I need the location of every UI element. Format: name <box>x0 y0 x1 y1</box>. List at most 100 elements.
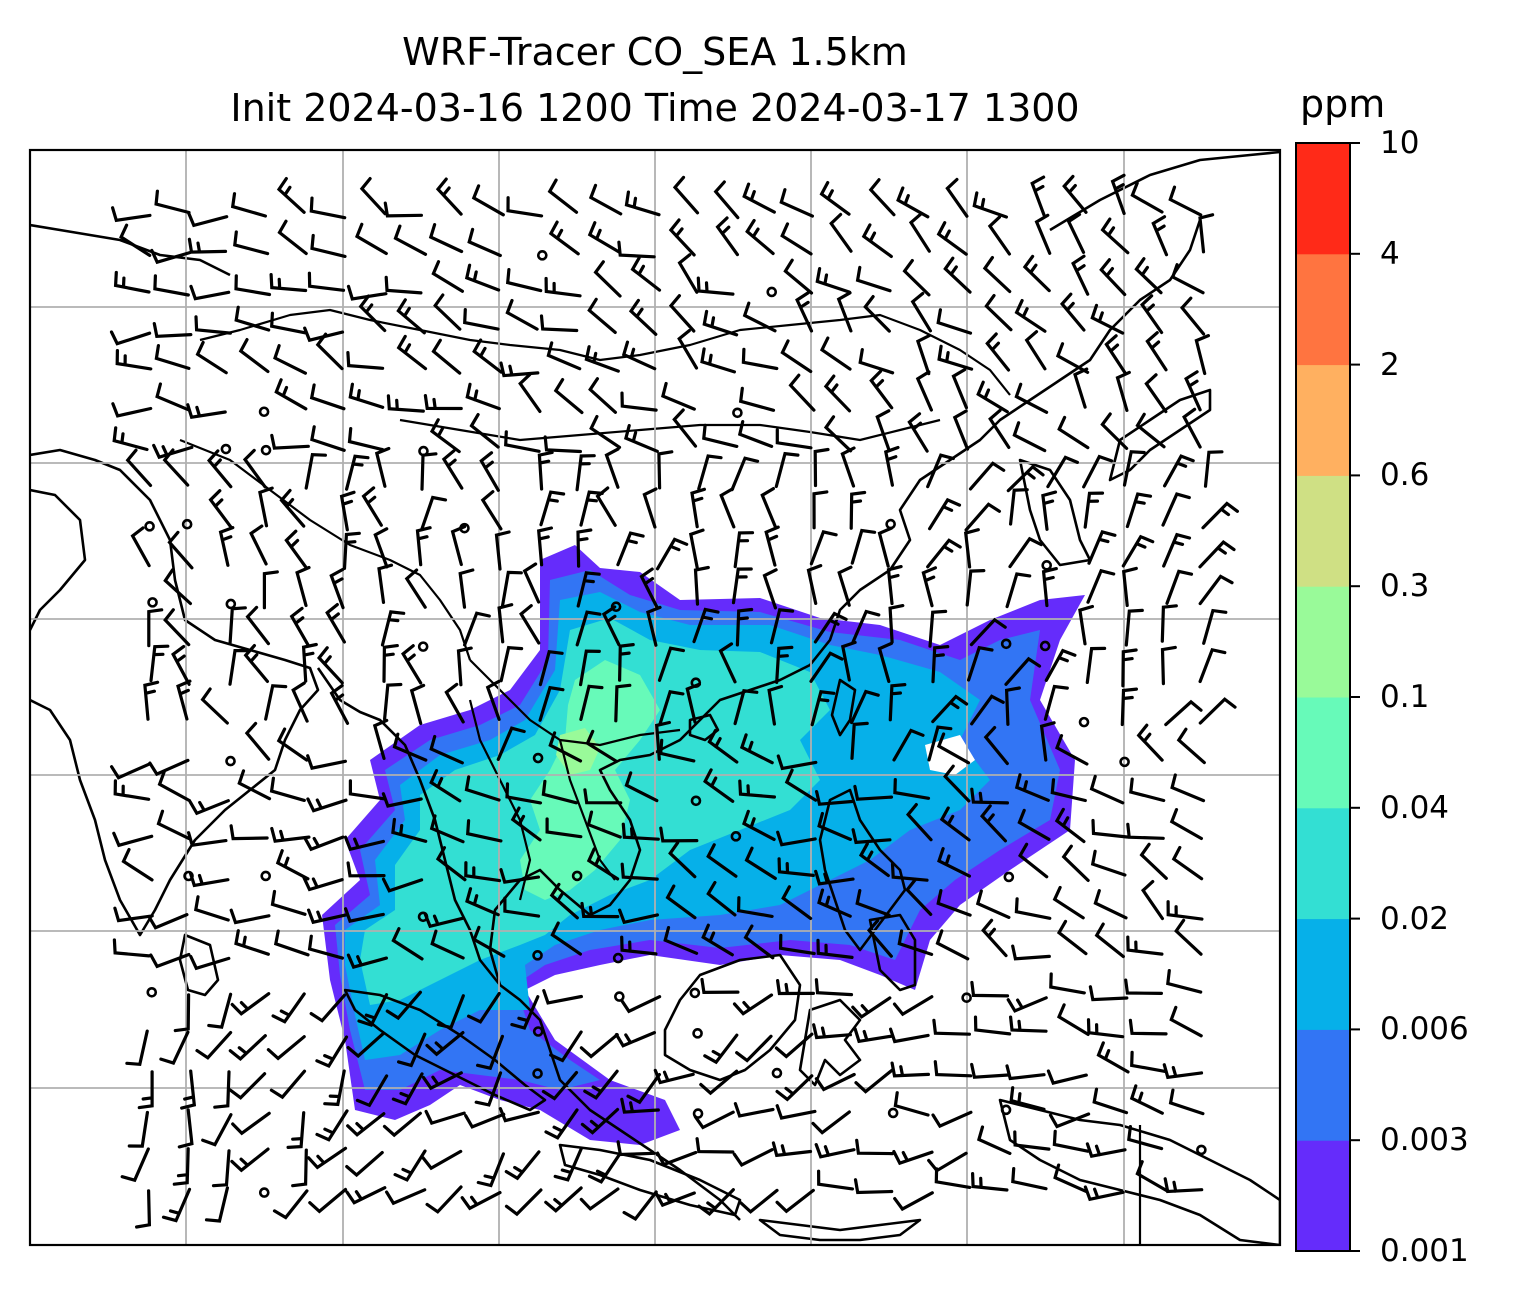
wind-barb <box>201 1113 233 1147</box>
wind-barb <box>1127 1125 1164 1151</box>
sulawesi-coast <box>798 998 862 1087</box>
wind-barb <box>346 953 388 970</box>
calm-wind-marker <box>258 406 270 418</box>
wind-barb <box>1134 257 1163 295</box>
wind-barb <box>244 721 271 761</box>
wind-barb <box>359 177 387 216</box>
wind-barb <box>575 610 602 647</box>
wind-barb <box>851 828 892 845</box>
wind-barb <box>383 201 423 218</box>
wind-barb <box>618 643 635 682</box>
wind-barb <box>401 644 423 685</box>
wind-barb <box>580 901 620 919</box>
colorbar-tick-label: 10 <box>1380 125 1420 161</box>
wind-barb <box>213 1070 231 1109</box>
wind-barb <box>229 908 271 925</box>
wind-barb <box>776 754 818 771</box>
sea-of-okhotsk-coast <box>1049 150 1280 232</box>
wind-barb <box>152 443 194 460</box>
wind-barb <box>155 382 191 412</box>
wind-barb <box>307 1146 348 1170</box>
wind-barb <box>504 430 541 453</box>
wind-barb <box>345 1186 387 1205</box>
wind-barb <box>381 792 423 808</box>
wind-barb <box>1169 1005 1203 1038</box>
wind-barb <box>866 919 893 958</box>
wind-barb <box>1198 697 1237 725</box>
wind-barb <box>892 1150 934 1166</box>
wind-barb <box>497 603 514 644</box>
wind-barb <box>425 1031 465 1057</box>
wind-barb <box>775 1074 814 1102</box>
wind-barb <box>433 293 462 331</box>
wind-barb <box>741 347 779 371</box>
wind-barb <box>385 1188 427 1206</box>
wind-barb <box>110 762 152 780</box>
wind-barb <box>542 989 583 1005</box>
wind-barb <box>273 344 307 375</box>
wind-barb <box>472 338 503 374</box>
wind-barb <box>137 1070 154 1110</box>
wind-barb <box>969 617 1007 647</box>
wind-barb <box>269 776 306 802</box>
wind-barb <box>663 926 699 955</box>
wind-barb <box>965 569 986 607</box>
wind-barb <box>1071 254 1090 296</box>
wind-barb <box>1044 648 1077 682</box>
wind-barb <box>393 224 428 256</box>
wind-barb <box>1163 1177 1204 1194</box>
wind-barb <box>228 1034 267 1062</box>
wind-barb <box>1100 217 1130 255</box>
wind-barb <box>939 806 971 842</box>
wind-barb <box>853 784 894 801</box>
persian-coast <box>30 488 87 631</box>
wind-barb <box>154 189 191 215</box>
wind-barb <box>393 1149 427 1182</box>
calm-wind-marker <box>692 1028 703 1039</box>
wind-barb <box>656 1150 698 1167</box>
wind-barb <box>346 861 386 878</box>
wind-barb <box>775 1104 817 1120</box>
wind-barb <box>228 1072 267 1100</box>
wind-barb <box>1048 1112 1091 1129</box>
wind-barb <box>814 978 854 997</box>
wind-barb <box>188 799 230 816</box>
wind-barb <box>194 315 232 335</box>
wind-barb <box>778 933 816 956</box>
wind-barb <box>587 1151 622 1184</box>
wind-barb <box>889 1027 930 1044</box>
calm-wind-marker <box>1078 716 1090 728</box>
wind-barb <box>391 927 424 961</box>
wind-barb <box>851 996 892 1019</box>
wind-barb <box>464 263 501 292</box>
wind-barb <box>548 220 580 256</box>
wind-barb <box>286 1111 306 1149</box>
wind-barb <box>211 1149 231 1188</box>
wind-barb <box>1011 1167 1048 1191</box>
wind-barb <box>541 1071 579 1101</box>
wind-barb <box>147 913 189 930</box>
wind-barb <box>264 684 288 721</box>
wind-barb <box>228 649 250 686</box>
wind-barb <box>693 565 710 606</box>
wind-barb <box>1162 1063 1204 1080</box>
wind-barb <box>441 449 464 490</box>
wind-barb <box>415 526 432 567</box>
wind-barb <box>262 570 279 610</box>
wind-barb <box>936 732 971 765</box>
wind-barb <box>907 412 929 453</box>
map-frame-content <box>30 150 1280 1245</box>
wind-barb <box>604 447 620 489</box>
wind-barb <box>429 814 465 844</box>
wind-barb <box>404 568 427 609</box>
wind-barb <box>1090 849 1127 877</box>
wind-barb <box>125 448 153 487</box>
wind-barb <box>1130 181 1164 214</box>
wind-barb <box>1092 1087 1129 1115</box>
wind-barb <box>1136 723 1164 762</box>
wind-barb <box>120 1147 150 1183</box>
wind-barb <box>658 689 685 726</box>
wind-barb <box>738 386 776 412</box>
colorbar-tick-label: 0.003 <box>1380 1122 1469 1159</box>
wind-barb <box>1163 454 1195 488</box>
